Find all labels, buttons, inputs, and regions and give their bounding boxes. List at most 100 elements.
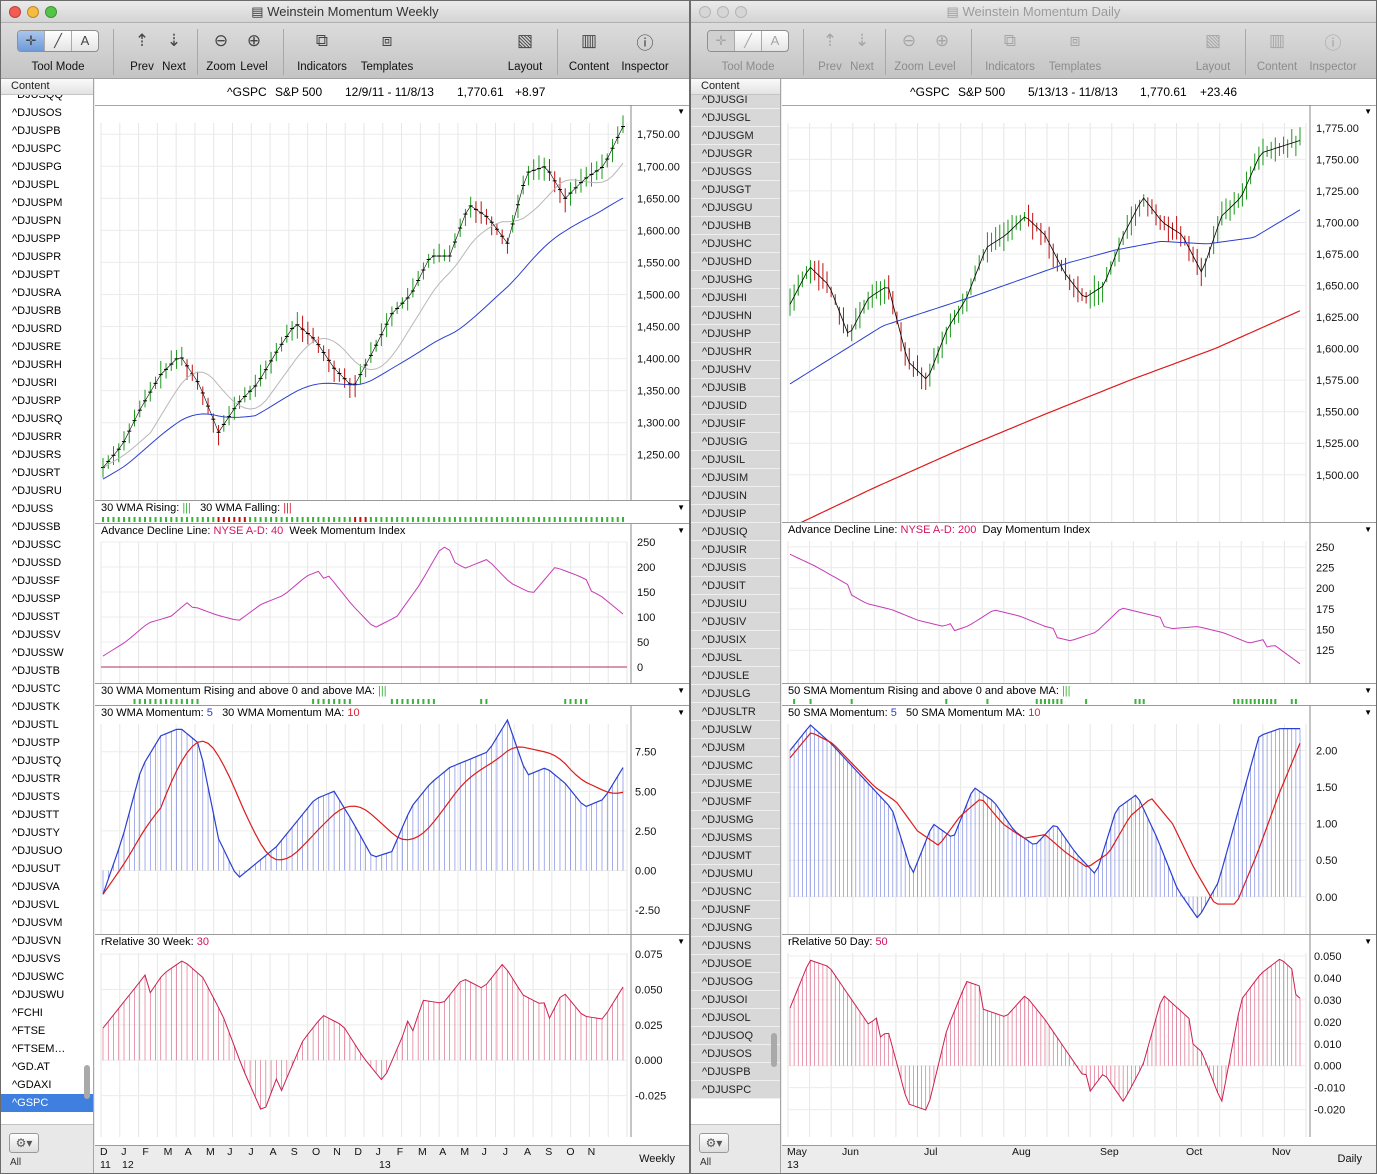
sidebar-symbol-item[interactable]: ^DJUSRD <box>12 323 62 335</box>
sidebar-symbol-item[interactable]: ^DJUSID <box>691 397 780 415</box>
zoom-in-button[interactable]: ⊕ Level <box>237 27 271 73</box>
close-button[interactable] <box>699 6 711 18</box>
sidebar-symbol-item[interactable]: ^DJUSSF <box>12 575 60 587</box>
sidebar-symbol-item[interactable]: ^DJUSMU <box>691 865 780 883</box>
prev-button[interactable]: ⇡ Prev <box>127 27 157 73</box>
sidebar-symbol-item[interactable]: ^DJUSS <box>12 503 54 515</box>
crosshair-tool-icon[interactable]: ✛ <box>18 31 45 51</box>
sidebar-symbol-item[interactable]: ^DJUSHR <box>691 343 780 361</box>
sidebar-symbol-item[interactable]: ^DJUSTY <box>12 827 60 839</box>
inspector-button[interactable]: ⓘ Inspector <box>1305 27 1361 74</box>
sidebar-symbol-item[interactable]: ^DJUSLG <box>691 685 780 703</box>
sidebar-symbol-item[interactable]: ^DJUSPM <box>12 197 63 209</box>
indicators-button[interactable]: ⧉ Indicators <box>981 27 1039 73</box>
sidebar-symbol-item[interactable]: ^DJUSLTR <box>691 703 780 721</box>
sidebar-symbol-item[interactable]: ^DJUSVL <box>12 899 60 911</box>
sidebar-symbol-item[interactable]: ^DJUSIR <box>691 541 780 559</box>
pane-menu-icon[interactable]: ▼ <box>677 503 685 512</box>
layout-button[interactable]: ▧ Layout <box>503 27 547 73</box>
relative-strength-pane[interactable]: 0.075 0.050 0.025 0.000 -0.025 rRelative 30 … <box>95 935 689 1137</box>
sidebar-symbol-item[interactable]: ^DJUSNC <box>691 883 780 901</box>
sidebar-symbol-item[interactable]: ^DJUSVS <box>12 953 61 965</box>
sidebar-symbol-item[interactable]: ^DJUSRS <box>12 449 62 461</box>
sidebar-symbol-item[interactable]: ^DJUSHC <box>691 235 780 253</box>
prev-button[interactable]: ⇡ Prev <box>815 27 845 73</box>
sidebar-symbol-item[interactable]: ^DJUSPC <box>12 143 62 155</box>
sidebar-symbol-item[interactable]: ^DJUSGU <box>691 199 780 217</box>
title-bar[interactable]: ▤ Weinstein Momentum Daily <box>691 1 1376 23</box>
sidebar-symbol-item[interactable]: ^DJUSGT <box>691 181 780 199</box>
sidebar-symbol-item[interactable]: ^DJUSOL <box>691 1009 780 1027</box>
sidebar-header[interactable]: Content <box>691 79 780 95</box>
sidebar-symbol-item[interactable]: ^DJUSOE <box>691 955 780 973</box>
sidebar-symbol-item[interactable]: ^DJUSIN <box>691 487 780 505</box>
sidebar-symbol-item[interactable]: ^DJUSHP <box>691 325 780 343</box>
sidebar-symbol-item[interactable]: ^DJUSMC <box>691 757 780 775</box>
sidebar-symbol-item[interactable]: ^DJUSIB <box>691 379 780 397</box>
price-pane[interactable]: 1,750.00 1,700.00 1,650.00 1,600.00 1,550.00… <box>95 105 689 501</box>
sidebar-symbol-item[interactable]: ^DJUSSP <box>12 593 61 605</box>
sidebar-symbol-item[interactable]: ^DJUSIM <box>691 469 780 487</box>
sidebar-symbol-item[interactable]: ^DJUSM <box>691 739 780 757</box>
content-button[interactable]: ▥ Content <box>565 27 613 73</box>
next-button[interactable]: ⇣ Next <box>847 27 877 73</box>
sidebar-symbol-item[interactable]: ^DJUSPP <box>12 233 61 245</box>
sidebar-symbol-item[interactable]: ^DJUSGR <box>691 145 780 163</box>
templates-button[interactable]: ⧈ Templates <box>357 27 417 73</box>
date-axis[interactable]: Daily May Jun Jul Aug Sep Oct Nov 13 <box>782 1145 1376 1173</box>
scrollbar-thumb[interactable] <box>771 1033 777 1067</box>
text-tool-icon[interactable]: A <box>770 33 780 48</box>
sidebar-symbol-item[interactable]: ^FTSEM… <box>12 1043 66 1055</box>
line-tool-icon[interactable]: ╱ <box>45 31 72 51</box>
sidebar-symbol-item[interactable]: ^DJUSOQ <box>691 1027 780 1045</box>
sidebar-symbol-item[interactable]: ^DJUSRP <box>12 395 62 407</box>
pane-menu-icon[interactable]: ▼ <box>677 686 685 695</box>
sidebar-symbol-item[interactable]: ^DJUSTP <box>12 737 60 749</box>
sidebar-symbol-item[interactable]: ^DJUSNF <box>691 901 780 919</box>
sidebar-symbol-item[interactable]: ^DJUSPC <box>691 1081 780 1099</box>
line-tool-icon[interactable]: ╱ <box>735 31 762 51</box>
sidebar-symbol-item[interactable]: ^DJUSOI <box>691 991 780 1009</box>
sidebar-symbol-item[interactable]: ^DJUSIQ <box>691 523 780 541</box>
sidebar-symbol-item[interactable]: ^DJUSRI <box>12 377 57 389</box>
sidebar-symbol-item[interactable]: ^DJUSOS <box>12 107 62 119</box>
pane-menu-icon[interactable]: ▼ <box>677 526 685 535</box>
sidebar-symbol-item[interactable]: ^DJUSMG <box>691 811 780 829</box>
sidebar-symbol-item[interactable]: ^FCHI <box>12 1007 43 1019</box>
zoom-out-button[interactable]: ⊖ Zoom <box>893 27 925 73</box>
pane-plot[interactable] <box>782 684 1376 705</box>
sidebar-symbol-item[interactable]: ^DJUSSD <box>12 557 62 569</box>
wma-signal-pane[interactable]: 30 WMA Rising: ||| 30 WMA Falling: ||| ▼ <box>95 501 689 524</box>
sidebar-symbol-item[interactable]: ^DJUSTB <box>12 665 60 677</box>
sidebar-symbol-item[interactable]: ^DJUSRB <box>12 305 62 317</box>
sidebar-symbol-item[interactable]: ^DJUSRT <box>12 467 61 479</box>
sidebar-symbol-item[interactable]: ^DJUSME <box>691 775 780 793</box>
period-label[interactable]: Daily <box>1337 1153 1362 1165</box>
crosshair-tool-icon[interactable]: ✛ <box>708 31 735 51</box>
pane-plot[interactable]: 250 225 200 175 150 125 <box>782 523 1376 683</box>
minimize-button[interactable] <box>27 6 39 18</box>
sidebar-symbol-item[interactable]: ^DJUSTT <box>12 809 60 821</box>
sidebar-symbol-item[interactable]: ^DJUSRA <box>12 287 62 299</box>
sidebar-symbol-item[interactable]: ^DJUSRH <box>12 359 62 371</box>
sidebar-symbol-item[interactable]: ^DJUSTC <box>12 683 61 695</box>
sidebar-header[interactable]: Content <box>1 79 93 95</box>
pane-menu-icon[interactable]: ▼ <box>1364 107 1372 116</box>
zoom-button[interactable] <box>735 6 747 18</box>
sidebar-symbol-item[interactable]: ^DJUSPB <box>12 125 61 137</box>
sidebar-symbol-item[interactable]: ^DJUSIU <box>691 595 780 613</box>
sidebar-symbol-item[interactable]: ^DJUSIV <box>691 613 780 631</box>
sidebar-symbol-item[interactable]: ^GDAXI <box>12 1079 52 1091</box>
sidebar-symbol-item[interactable]: ^DJUSTK <box>12 701 60 713</box>
sidebar-symbol-item[interactable]: ^GSPC <box>1 1094 93 1112</box>
symbol-list[interactable]: ^DJUSGI ^DJUSGL ^DJUSGM ^DJUSGR ^DJUSGS ^DJUS… <box>691 95 780 1125</box>
sidebar-symbol-item[interactable]: ^DJUSSW <box>12 647 64 659</box>
sidebar-symbol-item[interactable]: ^DJUSVM <box>12 917 63 929</box>
pane-plot[interactable]: 2.00 1.50 1.00 0.50 0.00 <box>782 706 1376 934</box>
zoom-in-button[interactable]: ⊕ Level <box>925 27 959 73</box>
pane-menu-icon[interactable]: ▼ <box>1364 686 1372 695</box>
pane-menu-icon[interactable]: ▼ <box>1364 525 1372 534</box>
sidebar-symbol-item[interactable]: ^GD.AT <box>12 1061 50 1073</box>
pane-plot[interactable]: 0.050 0.040 0.030 0.020 0.010 0.000 -0.010 -0.0… <box>782 935 1376 1137</box>
layout-button[interactable]: ▧ Layout <box>1191 27 1235 73</box>
